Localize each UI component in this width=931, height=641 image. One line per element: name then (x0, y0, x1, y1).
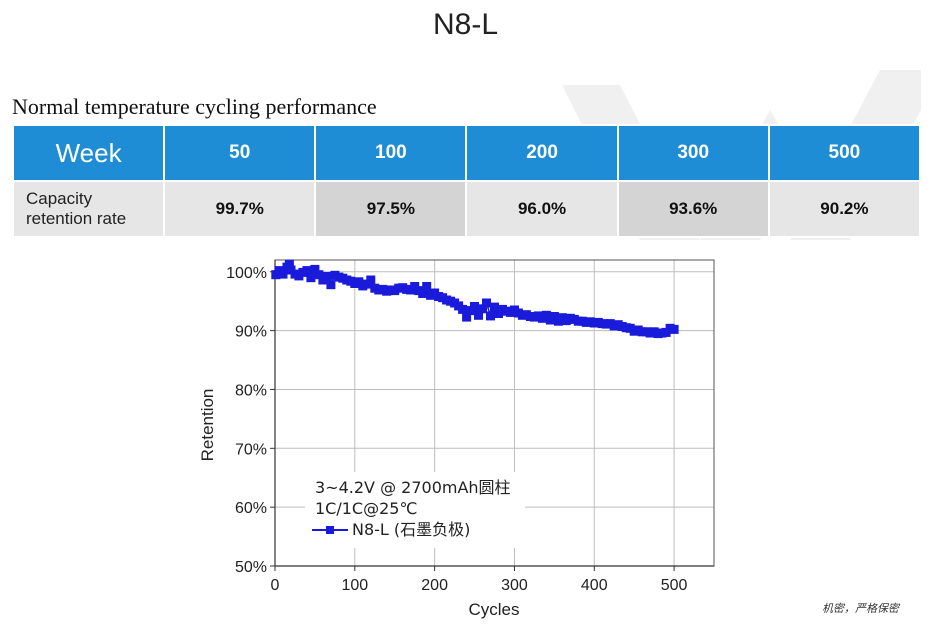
data-point (462, 312, 472, 322)
legend-series-label: N8-L (石墨负极) (352, 520, 470, 539)
data-point (478, 304, 487, 314)
data-point (310, 264, 320, 274)
data-point (422, 282, 432, 291)
value-cell: 90.2% (767, 180, 922, 238)
data-point (284, 259, 294, 269)
page-title: N8-L (432, 8, 499, 41)
data-point (326, 280, 336, 290)
value-cell: 97.5% (314, 180, 468, 238)
table-row: Capacity retention rate 99.7% 97.5% 96.0… (11, 180, 922, 238)
y-tick-label: 80% (235, 382, 267, 399)
value-cell: 96.0% (465, 180, 619, 238)
data-point (314, 270, 324, 280)
header-cell: 300 (616, 124, 770, 182)
data-point (470, 302, 479, 311)
data-point (490, 302, 499, 312)
chart-legend: 3~4.2V @ 2700mAh圆柱 1C/1C@25℃ N8-L (石墨负极) (305, 472, 525, 548)
data-point (669, 324, 679, 334)
data-point (486, 311, 495, 321)
data-point (482, 298, 491, 308)
data-point (474, 310, 483, 320)
y-tick-label: 100% (226, 265, 267, 282)
data-point (418, 289, 428, 298)
retention-table: Week 50 100 200 300 500 Capacity retenti… (11, 124, 922, 238)
header-cell: 100 (314, 124, 468, 182)
data-point (458, 304, 468, 314)
data-point (306, 273, 316, 283)
x-tick-label: 0 (271, 577, 280, 594)
header-cell: 50 (163, 124, 317, 182)
x-axis-label: Cycles (468, 600, 519, 619)
data-point (366, 275, 376, 285)
page-subtitle: Normal temperature cycling performance (12, 94, 377, 119)
x-tick-label: 500 (661, 577, 688, 594)
y-axis-label: Retention (198, 389, 217, 462)
row-label-line: retention rate (26, 209, 127, 228)
row-label-capacity-retention: Capacity retention rate (11, 180, 166, 238)
header-cell: 500 (767, 124, 922, 182)
legend-condition-line: 3~4.2V @ 2700mAh圆柱 (315, 478, 511, 497)
row-label-line: Capacity (26, 189, 93, 208)
chart-ticks: 0 100 200 300 400 500 50% 60% 70% 80% 90% 100% (226, 265, 687, 594)
x-tick-label: 200 (421, 577, 448, 594)
legend-series-marker (326, 526, 334, 534)
y-tick-label: 90% (235, 324, 267, 341)
header-cell: 200 (465, 124, 619, 182)
data-point (541, 310, 551, 320)
data-point (322, 272, 332, 281)
table-header-row: Week 50 100 200 300 500 (11, 124, 922, 182)
chart-axes (270, 259, 715, 571)
data-point (549, 312, 559, 321)
x-tick-label: 100 (341, 577, 368, 594)
header-week-label: Week (11, 124, 166, 182)
y-tick-label: 60% (235, 500, 267, 517)
y-tick-label: 50% (235, 559, 267, 576)
value-cell: 99.7% (163, 180, 317, 238)
data-point (278, 269, 288, 279)
value-cell: 93.6% (616, 180, 770, 238)
legend-box (305, 472, 525, 548)
data-point (302, 266, 312, 276)
chart-series (271, 259, 679, 339)
legend-condition-line: 1C/1C@25℃ (315, 499, 417, 518)
confidential-note: 机密，严格保密 (822, 603, 899, 615)
x-tick-label: 400 (581, 577, 608, 594)
y-tick-label: 70% (235, 441, 267, 458)
x-tick-label: 300 (501, 577, 528, 594)
